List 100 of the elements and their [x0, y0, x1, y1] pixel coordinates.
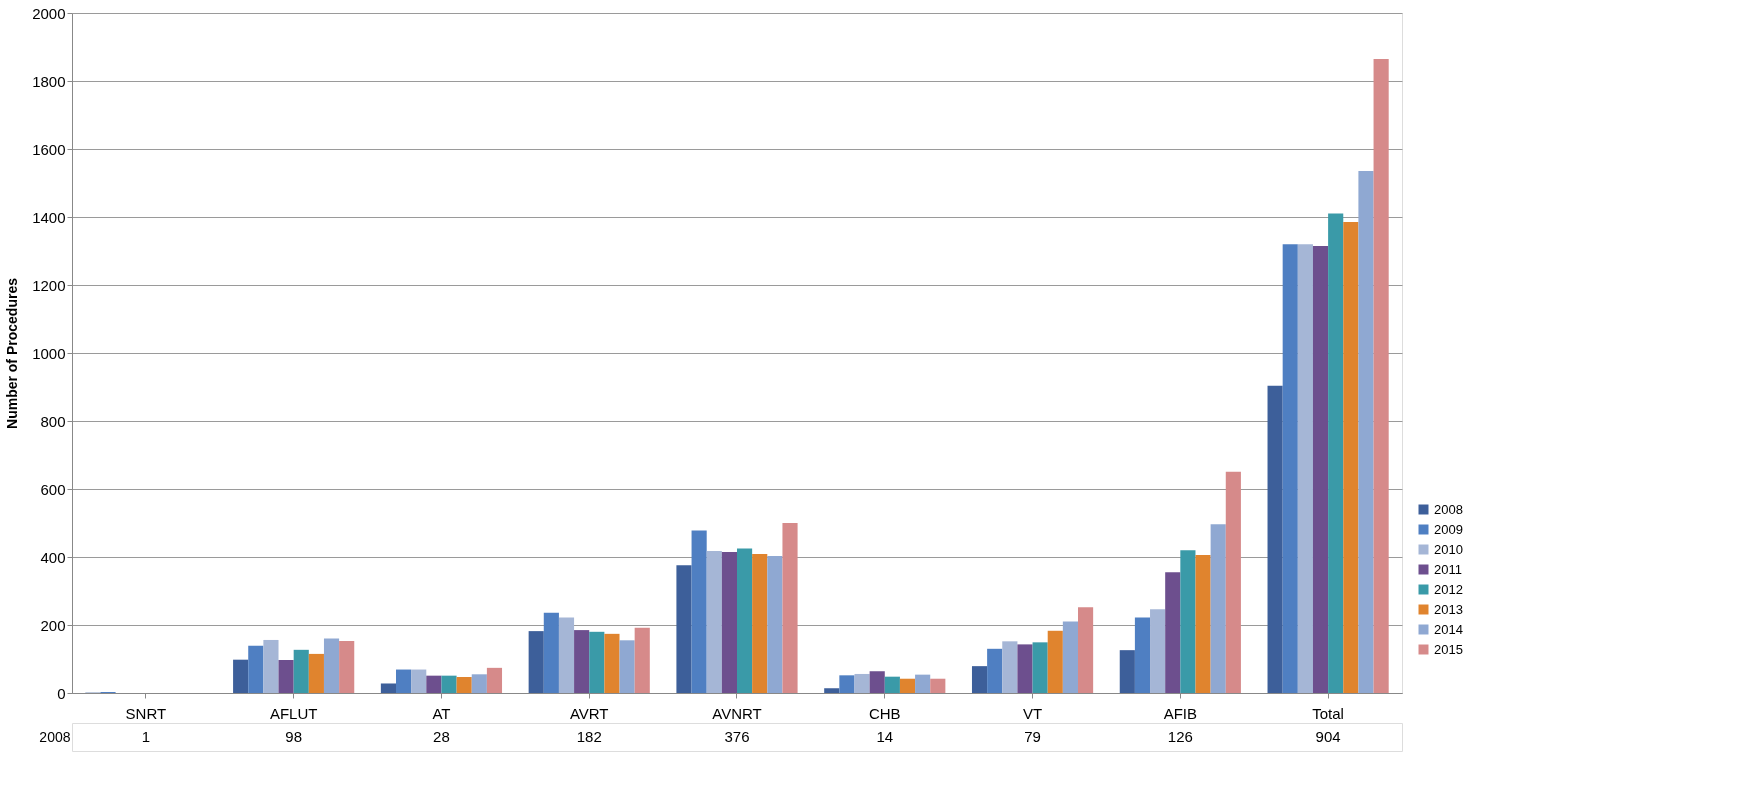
- bar: [691, 530, 707, 693]
- bar: [869, 671, 885, 693]
- bar: [1017, 644, 1033, 693]
- bar: [930, 678, 946, 693]
- bar: [1062, 621, 1078, 693]
- bar: [854, 673, 870, 693]
- y-tick-label: 1400: [32, 208, 66, 226]
- bar: [574, 630, 590, 693]
- bar: [987, 648, 1003, 693]
- y-axis-title: Number of Procedures: [4, 277, 21, 429]
- bar: [634, 627, 650, 693]
- bar: [824, 688, 840, 693]
- bar: [1267, 385, 1283, 693]
- data-label: 182: [576, 728, 602, 745]
- bar: [1210, 524, 1226, 693]
- bar: [915, 674, 931, 693]
- y-tick-label: 2000: [32, 4, 66, 22]
- bar: [589, 631, 605, 693]
- bar: [1032, 642, 1048, 693]
- bar: [884, 676, 900, 693]
- legend-label: 2013: [1434, 601, 1463, 617]
- y-tick-label: 600: [40, 480, 66, 498]
- bar: [1047, 630, 1063, 693]
- x-tick-label: VT: [1022, 704, 1043, 722]
- legend-label: 2015: [1434, 641, 1463, 657]
- bar: [752, 553, 768, 693]
- bar: [1078, 607, 1094, 693]
- data-label: 98: [285, 728, 303, 745]
- bar: [1150, 609, 1166, 693]
- bar: [604, 633, 620, 693]
- bar: [1002, 641, 1018, 693]
- y-tick-label: 0: [57, 684, 66, 702]
- bar: [528, 631, 544, 693]
- bar: [323, 638, 340, 693]
- bar: [1134, 617, 1151, 693]
- bar: [1165, 572, 1181, 693]
- data-label: 79: [1024, 728, 1041, 745]
- bar: [411, 669, 427, 693]
- bar: [486, 667, 503, 693]
- bar: [441, 675, 457, 693]
- y-tick-label: 1200: [32, 276, 66, 294]
- bar: [380, 683, 396, 693]
- bar: [456, 677, 472, 693]
- legend-label: 2009: [1434, 521, 1463, 537]
- bar: [1180, 550, 1196, 693]
- bar: [558, 617, 575, 693]
- x-tick-label: AFIB: [1163, 704, 1198, 722]
- data-label: 376: [724, 728, 750, 745]
- x-tick-label: CHB: [868, 704, 901, 722]
- bar: [676, 565, 692, 693]
- x-tick-label: Total: [1312, 704, 1344, 722]
- bar: [899, 678, 916, 693]
- bar: [721, 551, 737, 693]
- bar: [767, 555, 783, 693]
- bar: [1119, 650, 1135, 693]
- bar: [737, 548, 753, 693]
- bar: [278, 660, 294, 693]
- legend-label: 2014: [1434, 621, 1463, 637]
- x-tick-label: SNRT: [125, 704, 167, 722]
- bar: [1282, 244, 1298, 693]
- x-tick-label: AVNRT: [712, 704, 762, 722]
- y-tick-label: 1800: [32, 72, 66, 90]
- bar: [293, 649, 309, 693]
- bar: [1358, 171, 1374, 693]
- x-tick-label: AT: [432, 704, 451, 722]
- bar: [1373, 58, 1389, 693]
- legend-label: 2008: [1434, 501, 1463, 517]
- bar: [706, 550, 722, 693]
- bar: [248, 645, 264, 693]
- x-tick-label: AVRT: [569, 704, 609, 722]
- x-tick-label: AFLUT: [269, 704, 318, 722]
- bar: [619, 640, 635, 693]
- data-label: 126: [1167, 728, 1193, 745]
- y-tick-label: 200: [40, 616, 66, 634]
- bar: [396, 669, 412, 693]
- bar: [1225, 471, 1241, 693]
- data-label: 1: [141, 728, 151, 745]
- data-label: 14: [876, 728, 894, 745]
- bar: [782, 523, 798, 693]
- legend-label: 2010: [1434, 541, 1463, 557]
- y-tick-label: 400: [40, 548, 66, 566]
- bar: [971, 666, 988, 693]
- bar: [1343, 222, 1359, 693]
- y-tick-label: 1000: [32, 344, 66, 362]
- bar: [839, 675, 855, 693]
- bar: [1312, 245, 1329, 693]
- y-tick-label: 800: [40, 412, 66, 430]
- bar: [308, 653, 324, 693]
- legend-label: 2011: [1434, 561, 1462, 577]
- y-tick-label: 1600: [32, 140, 66, 158]
- bar: [471, 674, 487, 693]
- bar: [1297, 244, 1313, 693]
- bar: [233, 659, 249, 693]
- bar: [426, 675, 442, 693]
- data-label: 28: [433, 728, 450, 745]
- text: 2008: [39, 728, 71, 745]
- bar: [339, 640, 355, 693]
- data-label: 904: [1315, 728, 1341, 745]
- legend-label: 2012: [1434, 581, 1463, 597]
- bar: [1195, 554, 1211, 693]
